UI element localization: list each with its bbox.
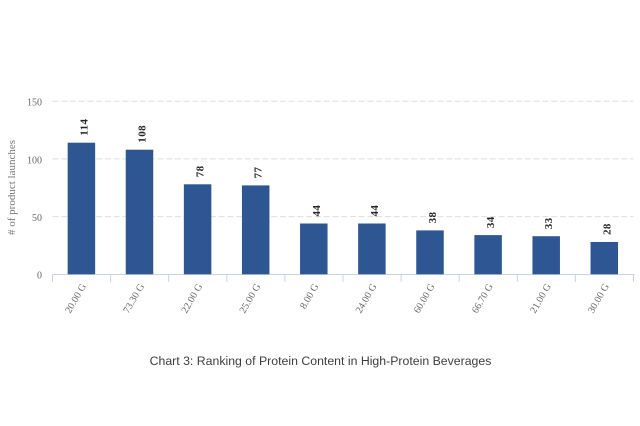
svg-text:44: 44 [311,205,323,217]
svg-text:77: 77 [253,167,265,179]
svg-text:33: 33 [543,217,555,229]
svg-text:# of product launches: # of product launches [6,140,18,235]
svg-text:114: 114 [78,119,90,136]
svg-text:Chart 3: Ranking of Protein Co: Chart 3: Ranking of Protein Content in H… [150,354,492,368]
svg-text:50: 50 [32,213,42,224]
svg-text:100: 100 [27,155,42,166]
svg-text:38: 38 [427,212,439,224]
svg-text:28: 28 [601,223,613,235]
svg-text:44: 44 [369,205,381,217]
svg-text:108: 108 [137,125,149,143]
svg-text:150: 150 [27,98,42,109]
svg-text:0: 0 [37,271,42,282]
svg-text:34: 34 [485,216,497,228]
svg-text:78: 78 [195,165,207,177]
